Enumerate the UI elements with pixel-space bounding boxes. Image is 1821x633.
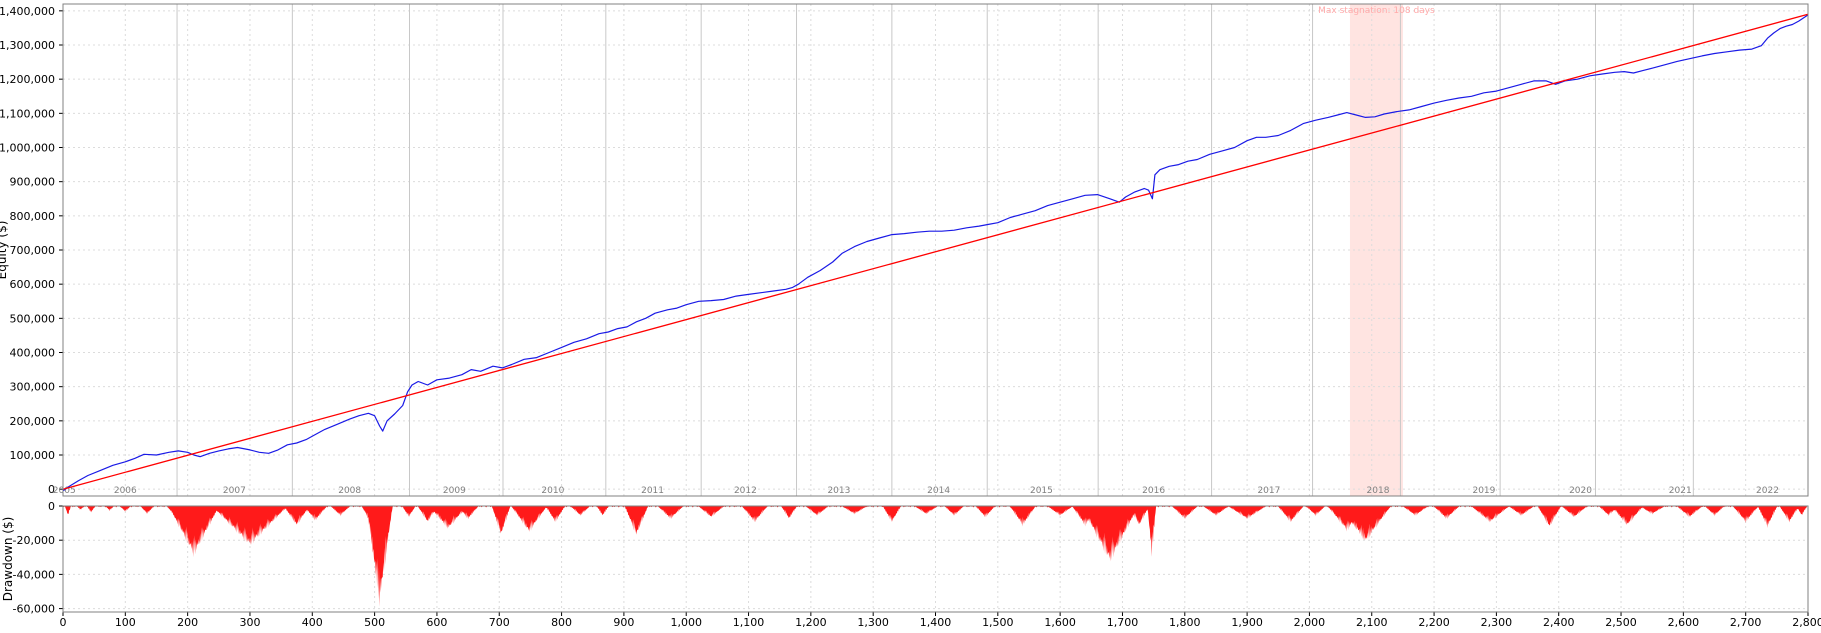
equity-y-tick-label: 700,000 <box>10 244 56 257</box>
year-label: 2020 <box>1569 486 1592 496</box>
year-label: 2009 <box>443 486 466 496</box>
x-tick-label: 2,700 <box>1730 616 1762 629</box>
x-tick-label: 1,400 <box>920 616 952 629</box>
year-label: 2012 <box>734 486 757 496</box>
x-tick-label: 1,900 <box>1231 616 1263 629</box>
x-tick-label: 1,700 <box>1107 616 1139 629</box>
x-tick-label: 200 <box>177 616 198 629</box>
year-label: 2014 <box>927 486 950 496</box>
equity-y-tick-label: 400,000 <box>10 347 56 360</box>
equity-y-tick-label: 1,400,000 <box>0 5 55 18</box>
x-tick-label: 600 <box>426 616 447 629</box>
x-tick-label: 1,600 <box>1044 616 1076 629</box>
series-line-equity <box>62 14 1809 492</box>
x-tick-label: 2,800 <box>1792 616 1821 629</box>
year-label: 2019 <box>1472 486 1495 496</box>
x-tick-label: 2,100 <box>1356 616 1388 629</box>
year-label: 2008 <box>338 486 361 496</box>
equity-y-tick-label: 800,000 <box>10 210 56 223</box>
x-tick-label: 800 <box>551 616 572 629</box>
x-tick-label: 2,200 <box>1418 616 1450 629</box>
x-tick-label: 1,800 <box>1169 616 1201 629</box>
equity-y-tick-label: 1,200,000 <box>0 73 55 86</box>
drawdown-y-tick-label: -60,000 <box>13 603 55 616</box>
equity-y-tick-label: 1,100,000 <box>0 107 55 120</box>
x-tick-label: 1,200 <box>795 616 827 629</box>
year-label: 2013 <box>827 486 850 496</box>
x-tick-label: 1,100 <box>733 616 765 629</box>
year-label: 2015 <box>1030 486 1053 496</box>
equity-y-tick-label: 1,000,000 <box>0 142 55 155</box>
equity-y-tick-label: 900,000 <box>10 176 56 189</box>
drawdown-plot-frame <box>62 505 1809 613</box>
stagnation-label: Max stagnation: 108 days <box>1318 6 1435 16</box>
year-label: 2017 <box>1257 486 1280 496</box>
x-tick-label: 100 <box>115 616 136 629</box>
equity-y-tick-label: 0 <box>48 483 55 496</box>
equity-y-tick-label: 100,000 <box>10 449 56 462</box>
year-label: 2022 <box>1756 486 1779 496</box>
year-label: 2021 <box>1669 486 1692 496</box>
drawdown-y-axis-label: Drawdown ($) <box>1 517 15 602</box>
x-tick-label: 1,500 <box>982 616 1014 629</box>
x-tick-label: 1,300 <box>857 616 889 629</box>
x-tick-label: 2,400 <box>1543 616 1575 629</box>
equity-y-tick-label: 200,000 <box>10 415 56 428</box>
equity-y-tick-label: 300,000 <box>10 381 56 394</box>
series-line-trend <box>62 13 1809 490</box>
year-label: 2005 <box>53 486 76 496</box>
drawdown-y-tick-label: -20,000 <box>13 534 55 547</box>
x-tick-label: 2,300 <box>1481 616 1513 629</box>
year-label: 2016 <box>1142 486 1165 496</box>
x-tick-label: 0 <box>60 616 67 629</box>
equity-y-axis-label: Equity ($) <box>0 221 9 280</box>
equity-y-tick-label: 500,000 <box>10 312 56 325</box>
year-label: 2018 <box>1367 486 1390 496</box>
drawdown-plot-background <box>63 506 1808 612</box>
x-tick-label: 2,600 <box>1668 616 1700 629</box>
x-tick-label: 900 <box>613 616 634 629</box>
x-tick-label: 500 <box>364 616 385 629</box>
drawdown-y-tick-label: -40,000 <box>13 568 55 581</box>
year-label: 2006 <box>114 486 137 496</box>
drawdown-area <box>63 506 1808 607</box>
equity-y-tick-label: 600,000 <box>10 278 56 291</box>
equity-plot-frame <box>62 3 1809 497</box>
x-tick-label: 300 <box>239 616 260 629</box>
x-tick-label: 2,500 <box>1605 616 1637 629</box>
year-label: 2007 <box>223 486 246 496</box>
x-tick-label: 700 <box>489 616 510 629</box>
equity-y-tick-label: 1,300,000 <box>0 39 55 52</box>
x-tick-label: 1,000 <box>670 616 702 629</box>
x-tick-label: 2,000 <box>1294 616 1326 629</box>
year-label: 2010 <box>541 486 564 496</box>
year-label: 2011 <box>641 486 664 496</box>
drawdown-y-tick-label: 0 <box>48 500 55 513</box>
x-tick-label: 400 <box>302 616 323 629</box>
